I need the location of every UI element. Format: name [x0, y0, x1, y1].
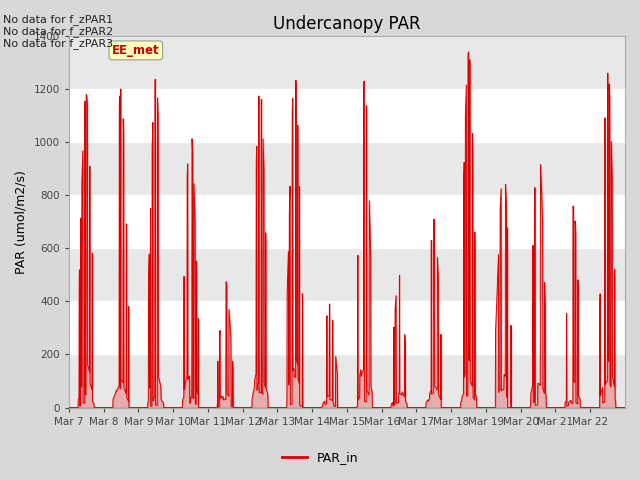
Legend: PAR_in: PAR_in: [276, 446, 364, 469]
Text: EE_met: EE_met: [112, 44, 159, 57]
Bar: [69, 355, 625, 408]
Title: Undercanopy PAR: Undercanopy PAR: [273, 15, 420, 33]
Text: No data for f_zPAR1: No data for f_zPAR1: [3, 13, 113, 24]
Bar: [69, 248, 625, 301]
Bar: [69, 142, 625, 195]
Text: No data for f_zPAR2: No data for f_zPAR2: [3, 25, 113, 36]
Text: No data for f_zPAR3: No data for f_zPAR3: [3, 37, 113, 48]
Bar: [69, 36, 625, 89]
Y-axis label: PAR (umol/m2/s): PAR (umol/m2/s): [15, 170, 28, 274]
